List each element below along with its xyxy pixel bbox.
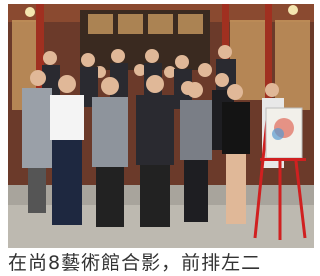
- lamp: [288, 5, 298, 15]
- lamp: [25, 7, 35, 17]
- caption: 在尚8藝術館合影，前排左二: [8, 250, 261, 276]
- page: 在尚8藝術館合影，前排左二 (() => { const data = JSON…: [0, 0, 318, 271]
- photo: [0, 0, 318, 250]
